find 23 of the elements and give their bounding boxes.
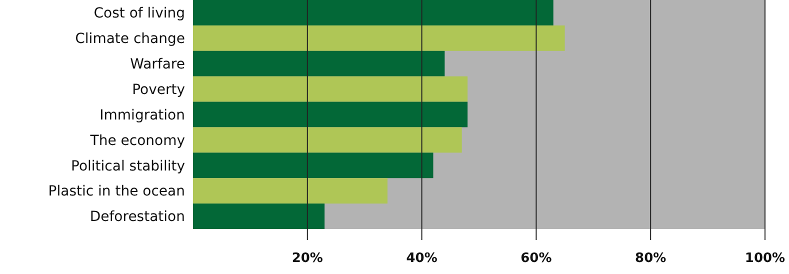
x-tick-label: 40% — [406, 251, 438, 266]
x-tick-label: 100% — [744, 251, 786, 266]
bar — [193, 178, 388, 204]
bar — [193, 25, 565, 51]
y-tick-label: Poverty — [132, 82, 185, 98]
y-tick-label: Political stability — [71, 158, 185, 174]
bar — [193, 102, 468, 128]
y-tick-label: The economy — [89, 132, 185, 149]
bar — [193, 127, 462, 153]
bar — [193, 76, 468, 102]
y-tick-label: Immigration — [100, 107, 185, 124]
bar — [193, 204, 325, 229]
y-tick-label: Climate change — [75, 31, 185, 48]
bar — [193, 50, 445, 76]
bar — [193, 0, 554, 26]
x-tick-label: 80% — [635, 251, 666, 266]
y-tick-label: Warfare — [130, 56, 185, 73]
x-tick-label: 20% — [292, 251, 323, 266]
y-tick-label: Cost of living — [94, 6, 185, 22]
y-tick-label: Deforestation — [90, 209, 185, 226]
bar — [193, 152, 434, 178]
x-tick-label: 60% — [520, 251, 552, 266]
y-tick-label: Plastic in the ocean — [48, 184, 185, 200]
